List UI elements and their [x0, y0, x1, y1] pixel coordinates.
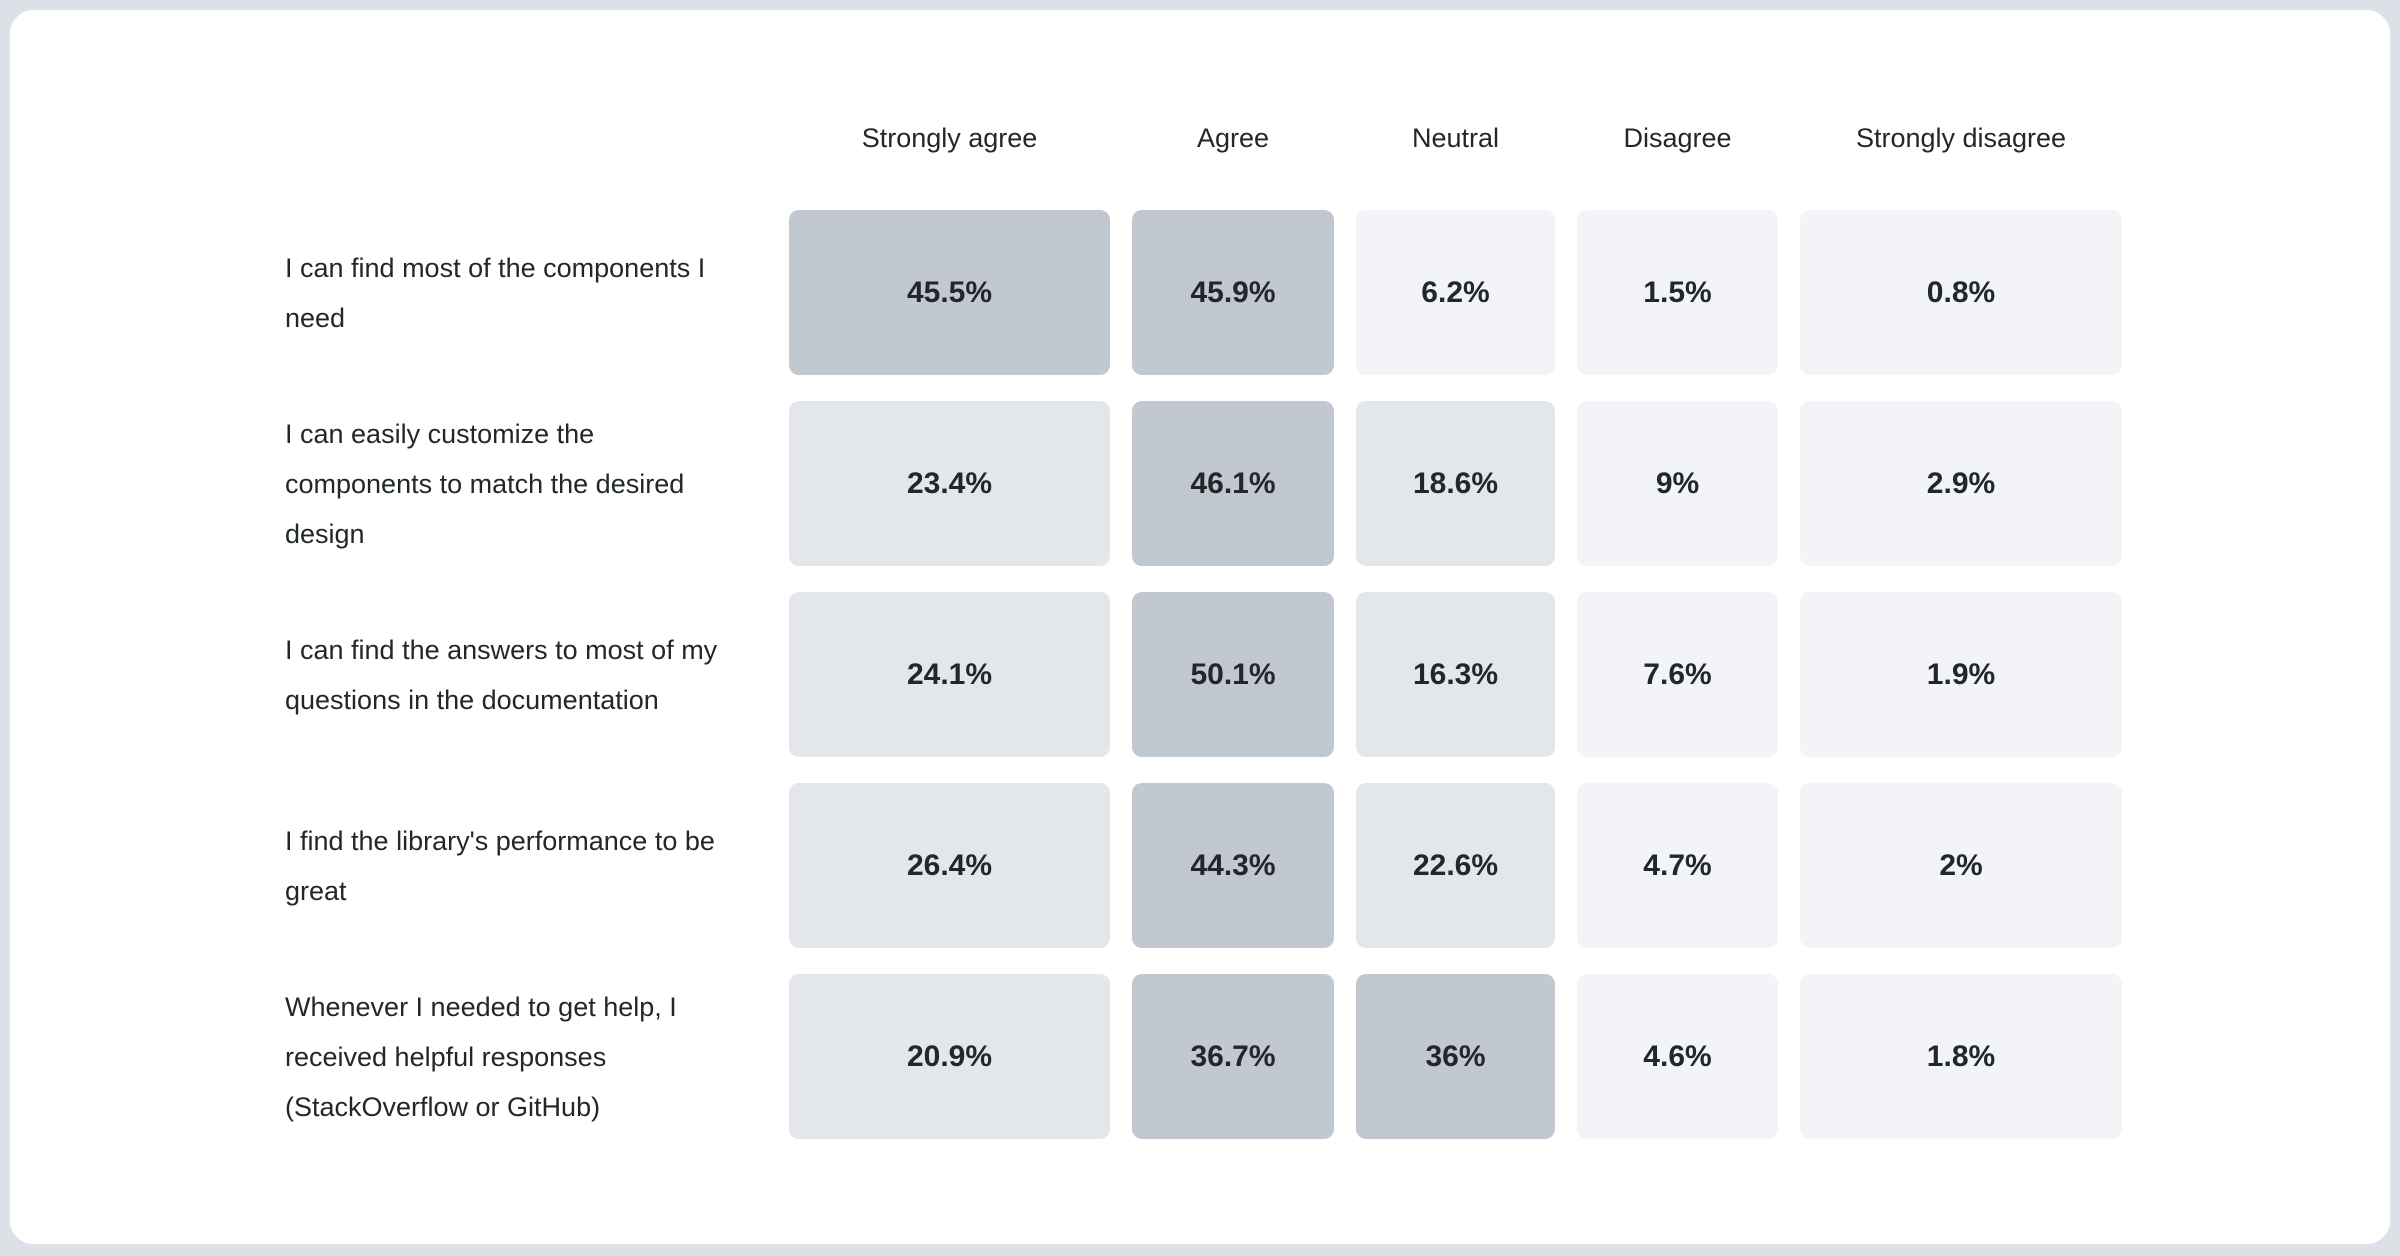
likert-header-row: Strongly agree Agree Neutral Disagree St… — [275, 118, 2390, 158]
heatmap-cell: 1.9% — [1800, 592, 2122, 757]
heatmap-cell: 44.3% — [1132, 783, 1334, 948]
heatmap-cell: 18.6% — [1356, 401, 1555, 566]
question-label: I can find the answers to most of my que… — [285, 634, 718, 715]
heatmap-cell: 1.8% — [1800, 974, 2122, 1139]
heatmap-cell: 2% — [1800, 783, 2122, 948]
column-header-agree: Agree — [1196, 122, 1270, 153]
heatmap-cell: 2.9% — [1800, 401, 2122, 566]
survey-results-card: Strongly agree Agree Neutral Disagree St… — [8, 8, 2392, 1246]
heatmap-cell: 1.5% — [1577, 210, 1778, 375]
heatmap-cell: 16.3% — [1356, 592, 1555, 757]
column-header-neutral: Neutral — [1411, 122, 1500, 153]
likert-heatmap-grid: I can find most of the components I need… — [275, 210, 2390, 1139]
heatmap-cell: 50.1% — [1132, 592, 1334, 757]
heatmap-cell: 22.6% — [1356, 783, 1555, 948]
question-label: I can easily customize the components to… — [285, 418, 685, 549]
heatmap-cell: 0.8% — [1800, 210, 2122, 375]
header-spacer — [275, 118, 767, 158]
heatmap-cell: 45.9% — [1132, 210, 1334, 375]
heatmap-cell: 36.7% — [1132, 974, 1334, 1139]
heatmap-cell: 23.4% — [789, 401, 1110, 566]
question-label: I can find most of the components I need — [285, 252, 706, 333]
question-label: Whenever I needed to get help, I receive… — [285, 991, 677, 1122]
heatmap-cell: 4.6% — [1577, 974, 1778, 1139]
heatmap-cell: 4.7% — [1577, 783, 1778, 948]
column-header-strongly-disagree: Strongly disagree — [1855, 122, 2067, 153]
heatmap-cell: 20.9% — [789, 974, 1110, 1139]
heatmap-cell: 26.4% — [789, 783, 1110, 948]
heatmap-cell: 45.5% — [789, 210, 1110, 375]
question-label: I find the library's performance to be g… — [285, 825, 715, 906]
heatmap-cell: 7.6% — [1577, 592, 1778, 757]
heatmap-cell: 6.2% — [1356, 210, 1555, 375]
column-header-disagree: Disagree — [1623, 122, 1732, 153]
heatmap-cell: 46.1% — [1132, 401, 1334, 566]
column-header-strongly-agree: Strongly agree — [861, 122, 1038, 153]
heatmap-cell: 36% — [1356, 974, 1555, 1139]
heatmap-cell: 9% — [1577, 401, 1778, 566]
heatmap-cell: 24.1% — [789, 592, 1110, 757]
